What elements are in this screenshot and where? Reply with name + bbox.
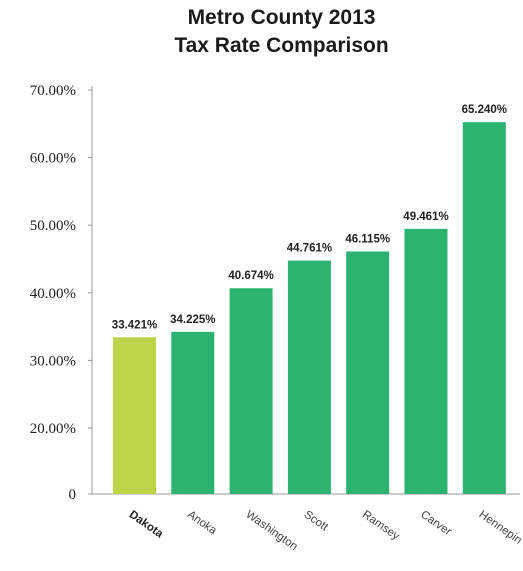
bar <box>229 288 273 494</box>
x-tick-label: Washington <box>243 509 299 553</box>
y-tick-label: 60.00% <box>30 151 76 167</box>
bar-value-label: 34.225% <box>170 314 215 326</box>
chart-title-line-2: Tax Rate Comparison <box>174 34 389 57</box>
bar <box>404 228 448 495</box>
y-tick-label: 40.00% <box>30 286 76 302</box>
bar <box>346 251 390 494</box>
bar-value-label: 49.461% <box>403 211 448 223</box>
bar-value-label: 44.761% <box>287 243 332 255</box>
y-tick-label: 20.00% <box>30 421 76 437</box>
chart-title-line-1: Metro County 2013 <box>187 6 376 29</box>
x-tick-label: Hennepin <box>477 509 523 547</box>
chart-title: Metro County 2013 Tax Rate Comparison <box>0 4 523 60</box>
x-tick-label: Anoka <box>185 509 219 538</box>
y-tick-label: 50.00% <box>30 218 76 234</box>
bar <box>171 331 215 494</box>
x-tick-label: Ramsey <box>360 509 402 543</box>
bar-value-label: 33.421% <box>112 319 157 331</box>
bar-value-label: 46.115% <box>345 233 390 245</box>
y-tick-label: 0 <box>69 487 77 503</box>
bar-value-label: 65.240% <box>462 104 507 116</box>
x-tick-label: Scott <box>302 509 331 534</box>
x-tick-label: Dakota <box>127 509 166 541</box>
y-tick-label: 70.00% <box>30 83 76 99</box>
bar <box>113 337 156 494</box>
bar <box>462 122 506 494</box>
y-tick-label: 30.00% <box>30 353 76 369</box>
bar <box>287 260 331 494</box>
x-tick-label: Carver <box>418 509 453 539</box>
bar-value-label: 40.674% <box>228 270 273 282</box>
